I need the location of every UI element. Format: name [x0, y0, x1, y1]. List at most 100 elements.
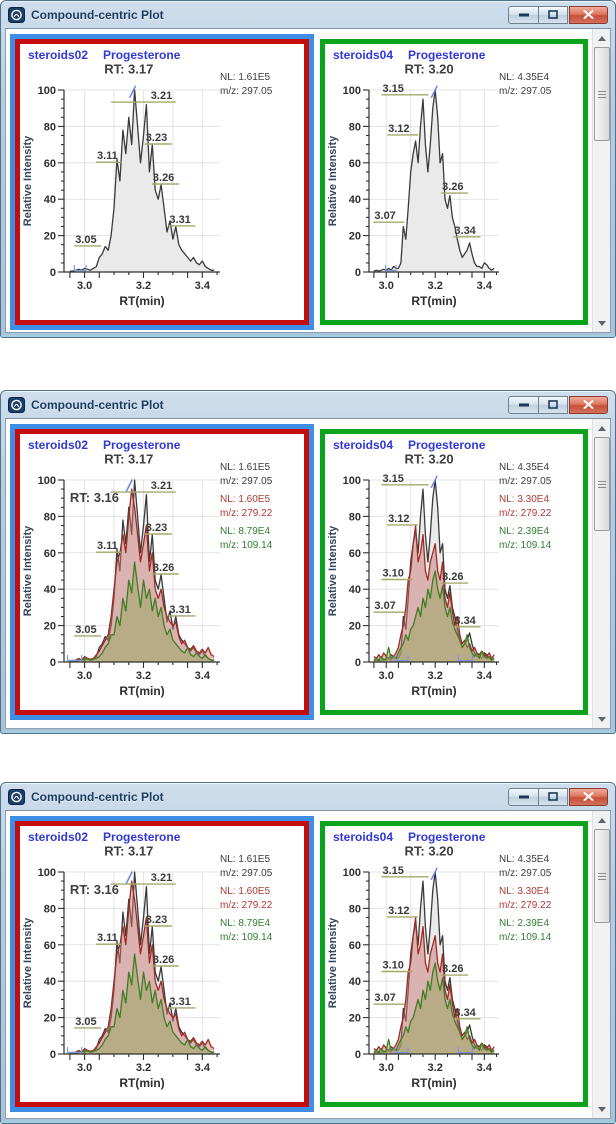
annotation-group: NL: 3.30E4 m/z: 279.22 [499, 885, 581, 912]
window-client: steroids02 Progesterone 3.0 3.2 3.4 0 20 40 60 80… [5, 418, 611, 729]
plot-frame[interactable]: steroids04 Progesterone 3.0 3.2 3.4 0 20 40 60 80… [320, 39, 588, 325]
scrollbar[interactable] [592, 811, 610, 1118]
svg-text:3.12: 3.12 [388, 123, 409, 135]
svg-text:60: 60 [349, 940, 361, 952]
plot-frame[interactable]: steroids02 Progesterone 3.0 3.2 3.4 0 20 40 60 80… [15, 429, 309, 715]
close-button[interactable] [569, 787, 608, 806]
svg-text:60: 60 [44, 548, 56, 560]
svg-text:100: 100 [343, 85, 361, 97]
minimize-button[interactable] [508, 787, 539, 806]
annotation-group: NL: 4.35E4 m/z: 297.05 [499, 71, 581, 98]
plot-frame[interactable]: steroids04 Progesterone 3.0 3.2 3.4 0 20 40 60 80… [320, 821, 588, 1107]
svg-text:3.12: 3.12 [388, 905, 409, 917]
scroll-up-button[interactable] [593, 420, 610, 436]
scroll-up-button[interactable] [593, 812, 610, 828]
nl-value: NL: 3.30E4 [499, 494, 550, 505]
close-button[interactable] [569, 5, 608, 24]
svg-text:3.26: 3.26 [153, 954, 174, 966]
minimize-button[interactable] [508, 5, 539, 24]
mz-value: m/z: 109.14 [220, 539, 273, 551]
annotation-group: NL: 4.35E4 m/z: 297.05 [499, 853, 581, 880]
scrollbar[interactable] [592, 29, 610, 332]
svg-text:80: 80 [349, 903, 361, 915]
svg-text:40: 40 [44, 976, 56, 988]
svg-text:40: 40 [349, 194, 361, 206]
annotation-group: NL: 1.60E5 m/z: 279.22 [220, 885, 302, 912]
titlebar[interactable]: Compound-centric Plot [5, 1, 611, 28]
svg-text:3.26: 3.26 [442, 571, 463, 583]
plot-panel-left[interactable]: steroids02 Progesterone 3.0 3.2 3.4 0 20 40 60 80… [10, 424, 314, 720]
maximize-button[interactable] [539, 395, 568, 414]
nl-value: NL: 8.79E4 [220, 526, 271, 537]
svg-text:20: 20 [349, 1013, 361, 1025]
svg-text:3.11: 3.11 [97, 932, 118, 944]
window-title: Compound-centric Plot [31, 789, 164, 804]
svg-text:20: 20 [349, 621, 361, 633]
nl-annotations: NL: 4.35E4 m/z: 297.05 [499, 71, 581, 103]
svg-text:3.0: 3.0 [379, 1062, 394, 1074]
maximize-button[interactable] [539, 787, 568, 806]
svg-text:100: 100 [38, 475, 56, 487]
svg-text:RT(min): RT(min) [411, 1076, 456, 1090]
scroll-thumb[interactable] [594, 437, 610, 531]
nl-annotations: NL: 1.61E5 m/z: 297.05 [220, 71, 302, 103]
svg-text:3.2: 3.2 [136, 1062, 151, 1074]
compound-name: Progesterone [103, 830, 181, 844]
plot-panel-right[interactable]: steroids04 Progesterone 3.0 3.2 3.4 0 20 40 60 80… [320, 429, 588, 715]
mz-value: m/z: 297.05 [499, 475, 552, 487]
chromatogram-chart: 3.0 3.2 3.4 0 20 40 60 80 100 RT(min) Relative Int… [327, 452, 499, 698]
scrollbar[interactable] [592, 419, 610, 728]
svg-text:3.2: 3.2 [428, 670, 443, 682]
scroll-down-button[interactable] [593, 711, 610, 727]
scroll-thumb[interactable] [594, 829, 610, 923]
svg-text:RT(min): RT(min) [119, 294, 164, 308]
svg-text:3.23: 3.23 [146, 132, 167, 144]
nl-value: NL: 1.61E5 [220, 72, 271, 83]
scroll-thumb[interactable] [594, 47, 610, 141]
svg-text:3.15: 3.15 [383, 83, 404, 95]
scroll-down-button[interactable] [593, 315, 610, 331]
mz-value: m/z: 297.05 [220, 867, 273, 879]
sample-name: steroids02 [28, 48, 89, 62]
maximize-button[interactable] [539, 5, 568, 24]
plot-frame[interactable]: steroids04 Progesterone 3.0 3.2 3.4 0 20 40 60 80… [320, 429, 588, 715]
svg-text:Relative Intensity: Relative Intensity [22, 917, 34, 1008]
plot-header: steroids04 Progesterone [325, 434, 583, 452]
svg-text:3.2: 3.2 [428, 1062, 443, 1074]
svg-text:3.4: 3.4 [477, 1062, 493, 1074]
annotation-group: NL: 1.61E5 m/z: 297.05 [220, 461, 302, 488]
svg-text:3.0: 3.0 [379, 280, 394, 292]
plot-frame[interactable]: steroids02 Progesterone 3.0 3.2 3.4 0 20 40 60 80… [15, 821, 309, 1107]
plot-panel-left[interactable]: steroids02 Progesterone 3.0 3.2 3.4 0 20 40 60 80… [10, 34, 314, 330]
svg-text:0: 0 [355, 1049, 361, 1061]
svg-text:60: 60 [349, 158, 361, 170]
scroll-up-button[interactable] [593, 30, 610, 46]
svg-text:20: 20 [44, 621, 56, 633]
svg-text:RT: 3.17: RT: 3.17 [104, 844, 153, 859]
svg-text:3.0: 3.0 [77, 1062, 92, 1074]
plot-panel-right[interactable]: steroids04 Progesterone 3.0 3.2 3.4 0 20 40 60 80… [320, 821, 588, 1107]
titlebar[interactable]: Compound-centric Plot [5, 783, 611, 810]
svg-text:3.2: 3.2 [136, 670, 151, 682]
chromatogram-chart: 3.0 3.2 3.4 0 20 40 60 80 100 RT(min) Relative Int… [327, 62, 499, 308]
mz-value: m/z: 109.14 [220, 931, 273, 943]
arrow-up-icon [597, 35, 606, 41]
titlebar[interactable]: Compound-centric Plot [5, 391, 611, 418]
window-title: Compound-centric Plot [31, 7, 164, 22]
svg-text:3.4: 3.4 [477, 670, 493, 682]
minimize-button[interactable] [508, 395, 539, 414]
nl-annotations: NL: 1.61E5 m/z: 297.05 NL: 1.60E5 m/z: 279.… [220, 853, 302, 949]
plot-panel-right[interactable]: steroids04 Progesterone 3.0 3.2 3.4 0 20 40 60 80… [320, 39, 588, 325]
svg-text:Relative Intensity: Relative Intensity [327, 917, 339, 1008]
svg-text:100: 100 [38, 85, 56, 97]
svg-text:20: 20 [349, 231, 361, 243]
svg-text:3.07: 3.07 [374, 210, 395, 222]
svg-text:100: 100 [38, 867, 56, 879]
plot-frame[interactable]: steroids02 Progesterone 3.0 3.2 3.4 0 20 40 60 80… [15, 39, 309, 325]
annotation-group: NL: 1.60E5 m/z: 279.22 [220, 493, 302, 520]
scroll-down-button[interactable] [593, 1101, 610, 1117]
svg-text:3.0: 3.0 [77, 280, 92, 292]
svg-text:20: 20 [44, 1013, 56, 1025]
close-button[interactable] [569, 395, 608, 414]
plot-panel-left[interactable]: steroids02 Progesterone 3.0 3.2 3.4 0 20 40 60 80… [10, 816, 314, 1112]
